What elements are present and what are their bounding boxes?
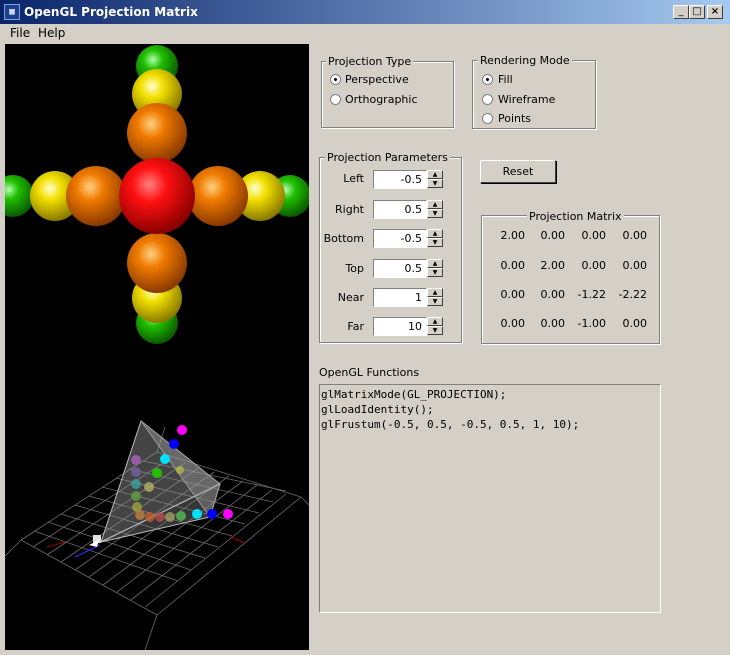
fill-radio[interactable] xyxy=(482,74,493,85)
matrix-cell: 0.00 xyxy=(581,259,607,272)
near-label: Near xyxy=(337,291,364,304)
title-bar: ▦ OpenGL Projection Matrix _ □ × xyxy=(0,0,730,24)
matrix-cell: -2.22 xyxy=(618,288,647,301)
orthographic-label[interactable]: Orthographic xyxy=(345,93,418,106)
points-label[interactable]: Points xyxy=(498,112,532,125)
gl-app-icon[interactable]: ▦ xyxy=(4,4,20,20)
menu-help[interactable]: Help xyxy=(38,26,66,40)
matrix-cell: 0.00 xyxy=(540,317,566,330)
spin-down-icon[interactable]: ▼ xyxy=(427,326,443,335)
bottom-label: Bottom xyxy=(323,232,364,245)
code-line: glLoadIdentity(); xyxy=(321,403,434,416)
code-line: glMatrixMode(GL_PROJECTION); xyxy=(321,388,507,401)
top-spinner[interactable]: ▲ ▼ xyxy=(427,259,443,278)
spin-down-icon[interactable]: ▼ xyxy=(427,297,443,306)
spin-up-icon[interactable]: ▲ xyxy=(427,317,443,326)
maximize-icon[interactable]: □ xyxy=(689,5,705,19)
sphere-orange-bottom xyxy=(127,233,187,293)
top-label: Top xyxy=(345,262,364,275)
perspective-label[interactable]: Perspective xyxy=(345,73,409,86)
left-input[interactable]: -0.5 xyxy=(373,170,427,189)
fill-label[interactable]: Fill xyxy=(498,73,513,86)
projection-matrix-title: Projection Matrix xyxy=(527,210,624,223)
close-icon[interactable]: × xyxy=(707,5,723,19)
matrix-cell: -1.22 xyxy=(577,288,606,301)
window-title: OpenGL Projection Matrix xyxy=(24,5,198,19)
sphere-orange-right xyxy=(188,166,248,226)
sphere-green-left xyxy=(5,175,34,217)
matrix-cell: 2.00 xyxy=(500,229,526,242)
code-line: glFrustum(-0.5, 0.5, -0.5, 0.5, 1, 10); xyxy=(321,418,580,431)
bottom-input[interactable]: -0.5 xyxy=(373,229,427,248)
spin-up-icon[interactable]: ▲ xyxy=(427,200,443,209)
opengl-functions-textarea[interactable]: glMatrixMode(GL_PROJECTION); glLoadIdent… xyxy=(319,384,661,613)
projection-type-title: Projection Type xyxy=(326,55,414,68)
scene-spheres xyxy=(131,425,233,522)
menu-file[interactable]: File xyxy=(10,26,31,40)
spin-down-icon[interactable]: ▼ xyxy=(427,179,443,188)
rendering-mode-title: Rendering Mode xyxy=(478,54,572,67)
spin-down-icon[interactable]: ▼ xyxy=(427,268,443,277)
far-spinner[interactable]: ▲ ▼ xyxy=(427,317,443,336)
wireframe-label[interactable]: Wireframe xyxy=(498,93,556,106)
right-input[interactable]: 0.5 xyxy=(373,200,427,219)
far-input[interactable]: 10 xyxy=(373,317,427,336)
spin-down-icon[interactable]: ▼ xyxy=(427,238,443,247)
reset-button[interactable]: Reset xyxy=(480,160,556,183)
spin-down-icon[interactable]: ▼ xyxy=(427,209,443,218)
minimize-icon[interactable]: _ xyxy=(673,5,689,19)
right-spinner[interactable]: ▲ ▼ xyxy=(427,200,443,219)
far-label: Far xyxy=(347,320,364,333)
left-spinner[interactable]: ▲ ▼ xyxy=(427,170,443,189)
spin-up-icon[interactable]: ▲ xyxy=(427,259,443,268)
frustum xyxy=(100,420,221,543)
matrix-cell: 0.00 xyxy=(540,229,566,242)
projected-view-canvas[interactable] xyxy=(5,44,309,347)
matrix-cell: 0.00 xyxy=(500,288,526,301)
scene-view-3d xyxy=(5,420,309,650)
scene-view-canvas[interactable] xyxy=(5,347,309,650)
sphere-yellow-right xyxy=(235,171,285,221)
top-input[interactable]: 0.5 xyxy=(373,259,427,278)
perspective-radio[interactable] xyxy=(330,74,341,85)
ground-grid xyxy=(5,426,309,650)
matrix-cell: 0.00 xyxy=(622,229,648,242)
menu-bar: File Help xyxy=(0,24,730,42)
matrix-cell: 0.00 xyxy=(500,259,526,272)
points-radio[interactable] xyxy=(482,113,493,124)
right-label: Right xyxy=(335,203,364,216)
camera-marker xyxy=(89,535,101,547)
matrix-cell: 0.00 xyxy=(500,317,526,330)
near-input[interactable]: 1 xyxy=(373,288,427,307)
near-spinner[interactable]: ▲ ▼ xyxy=(427,288,443,307)
matrix-cell: 0.00 xyxy=(581,229,607,242)
matrix-cell: 0.00 xyxy=(622,259,648,272)
opengl-functions-title: OpenGL Functions xyxy=(319,366,420,379)
matrix-cell: -1.00 xyxy=(577,317,606,330)
matrix-cell: 0.00 xyxy=(540,288,566,301)
sphere-orange-left xyxy=(66,166,126,226)
spin-up-icon[interactable]: ▲ xyxy=(427,229,443,238)
matrix-cell: 0.00 xyxy=(622,317,648,330)
bottom-spinner[interactable]: ▲ ▼ xyxy=(427,229,443,248)
matrix-cell: 2.00 xyxy=(540,259,566,272)
sphere-yellow-left xyxy=(30,171,80,221)
projection-parameters-title: Projection Parameters xyxy=(325,151,450,164)
sphere-red-center xyxy=(119,158,195,234)
spin-up-icon[interactable]: ▲ xyxy=(427,288,443,297)
left-label: Left xyxy=(343,172,364,185)
projected-view-scene xyxy=(5,45,309,344)
sphere-orange-top xyxy=(127,103,187,163)
orthographic-radio[interactable] xyxy=(330,94,341,105)
spin-up-icon[interactable]: ▲ xyxy=(427,170,443,179)
wireframe-radio[interactable] xyxy=(482,94,493,105)
